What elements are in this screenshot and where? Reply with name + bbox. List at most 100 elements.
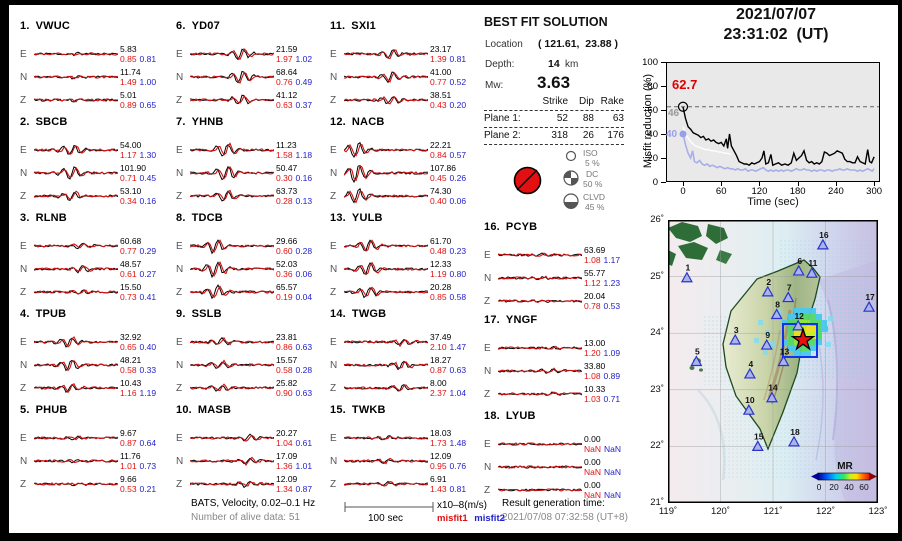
trace-row: E 11.23 1.58 1.18	[176, 140, 322, 160]
station-block-TWKB: 15. TWKB E 18.03 1.73 1.48 N 12.09 0.95 0.76 Z 6.91…	[330, 404, 482, 494]
station-number-label: 11	[808, 258, 817, 268]
waveform-trace	[344, 383, 428, 392]
misfit2-value: 0.61	[295, 437, 313, 448]
channel-label: Z	[330, 382, 337, 394]
amplitude-value: 15.57	[276, 354, 298, 365]
frame-left	[0, 0, 9, 541]
strike-dip-rake-table: Strike Dip Rake Plane 1: 52 88 63 Plane …	[484, 94, 624, 145]
x-tick-label: 300	[866, 186, 883, 197]
station-block-PHUB: 5. PHUB E 9.67 0.87 0.64 N 11.76 1.01 0.73 Z 9.66 0.…	[20, 404, 172, 494]
amplitude-value: 12.33	[430, 258, 452, 269]
misfit2-value: NaN	[604, 443, 622, 454]
misfit1-value: 1.19	[430, 268, 447, 279]
channel-label: N	[176, 167, 184, 179]
waveform-trace	[498, 442, 582, 446]
waveform-trace	[344, 71, 428, 84]
trace-row: Z 12.09 1.34 0.87	[176, 474, 322, 494]
misfit2-value: 0.73	[139, 460, 157, 471]
alive-data-count: Number of alive data: 51	[191, 512, 300, 523]
misfit2-value: 0.58	[449, 291, 467, 302]
beachball-icon	[513, 166, 542, 195]
trace-row: E 21.59 1.97 1.02	[176, 44, 322, 64]
amplitude-value: 38.51	[430, 89, 452, 100]
channel-label: E	[330, 48, 337, 60]
lat-label: 21˚	[650, 497, 664, 508]
trace-row: N 12.09 0.95 0.76	[330, 451, 476, 471]
channel-label: E	[20, 144, 27, 156]
channel-label: E	[20, 336, 27, 348]
station-marker-icon-14	[765, 391, 778, 403]
channel-label: Z	[176, 94, 183, 106]
amplitude-value: 23.17	[430, 43, 452, 54]
misfit2-value: 1.01	[295, 460, 313, 471]
channel-label: Z	[20, 286, 27, 298]
misfit1-value: 1.49	[120, 76, 137, 87]
channel-label: N	[484, 365, 492, 377]
amplitude-value: 11.76	[120, 450, 141, 461]
station-block-TPUB: 4. TPUB E 32.92 0.65 0.40 N 48.21 0.58 0.33 Z 10.43…	[20, 308, 172, 398]
station-block-SBCB: 2. SBCB E 54.00 1.17 1.30 N 101.90 0.71 0.45 Z 53.1…	[20, 116, 172, 206]
misfit2-value: 0.21	[139, 483, 157, 494]
trace-row: E 63.69 1.08 1.17	[484, 245, 630, 265]
misfit2-value: 0.49	[295, 76, 313, 87]
waveform-trace	[190, 189, 274, 202]
station-marker-icon-3	[729, 333, 742, 345]
waveform-trace	[34, 166, 118, 180]
station-number-label: 6	[797, 256, 802, 266]
white-start-value: 46	[668, 108, 680, 119]
trace-row: E 37.49 2.10 1.47	[330, 332, 476, 352]
plane1-row: Plane 1: 52 88 63	[484, 111, 624, 128]
plane2-row: Plane 2: 318 26 176	[484, 128, 624, 145]
channel-label: E	[176, 48, 183, 60]
x-tick-label: 180	[789, 186, 806, 197]
result-time-value: 2021/07/08 07:32:58 (UT+8)	[502, 512, 628, 523]
waveform-trace	[34, 359, 118, 372]
trace-row: Z 41.12 0.63 0.37	[176, 90, 322, 110]
misfit1-value: 1.39	[430, 53, 447, 64]
station-marker-icon-5	[690, 355, 703, 367]
misfit1-value: NaN	[584, 489, 602, 500]
channel-label: Z	[176, 190, 183, 202]
trace-row: N 52.03 0.36 0.06	[176, 259, 322, 279]
waveform-trace	[498, 465, 582, 469]
waveform-trace	[344, 338, 428, 348]
amplitude-value: 20.28	[430, 281, 452, 292]
station-header: 12. NACB	[330, 116, 385, 128]
sdr-header-row: Strike Dip Rake	[484, 94, 624, 111]
lat-label: 25˚	[650, 270, 664, 282]
misfit1-value: 0.36	[276, 268, 293, 279]
blue-start-marker-icon	[679, 130, 687, 138]
misfit2-value: 0.33	[139, 364, 157, 375]
lat-label: 22˚	[650, 440, 664, 452]
amplitude-value: 11.74	[120, 66, 141, 77]
station-header: 1. VWUC	[20, 20, 70, 32]
waveform-trace	[34, 383, 118, 394]
misfit2-value: 0.57	[449, 149, 467, 160]
misfit2-value: 1.02	[295, 53, 313, 64]
misfit2-value: 0.16	[295, 172, 313, 183]
x-tick-label: 120	[751, 186, 768, 197]
station-block-YHNB: 7. YHNB E 11.23 1.58 1.18 N 50.47 0.30 0.16 Z 63.73…	[176, 116, 328, 206]
station-block-YULB: 13. YULB E 61.70 0.48 0.23 N 12.33 1.19 0.80 Z 20.2…	[330, 212, 482, 302]
misfit1-value: 0.30	[276, 172, 293, 183]
col-dip: Dip	[578, 96, 594, 107]
trace-row: Z 65.57 0.19 0.04	[176, 282, 322, 302]
amplitude-value: 11.23	[276, 139, 297, 150]
channel-label: E	[20, 48, 27, 60]
station-number-label: 17	[865, 292, 875, 302]
station-marker-icon-4	[743, 367, 756, 379]
amplitude-value: 101.90	[120, 162, 146, 173]
trace-row: E 23.17 1.39 0.81	[330, 44, 476, 64]
channel-label: N	[484, 461, 492, 473]
misfit2-value: 1.04	[449, 387, 467, 398]
trace-row: Z 6.91 1.43 0.81	[330, 474, 476, 494]
lat-label: 26˚	[650, 214, 664, 225]
amplitude-value: 61.70	[430, 235, 452, 246]
station-number-label: 2	[766, 277, 771, 287]
station-header: 17. YNGF	[484, 314, 538, 326]
station-block-LYUB: 18. LYUB E 0.00 NaN NaN N 0.00 NaN NaN Z 0.00 NaN NaN	[484, 410, 636, 500]
trace-row: E 0.00 NaN NaN	[484, 434, 630, 454]
misfit-y-axis-label: Misfit reduction (%)	[642, 73, 654, 169]
misfit1-value: 0.87	[120, 437, 137, 448]
amplitude-value: 48.57	[120, 258, 142, 269]
